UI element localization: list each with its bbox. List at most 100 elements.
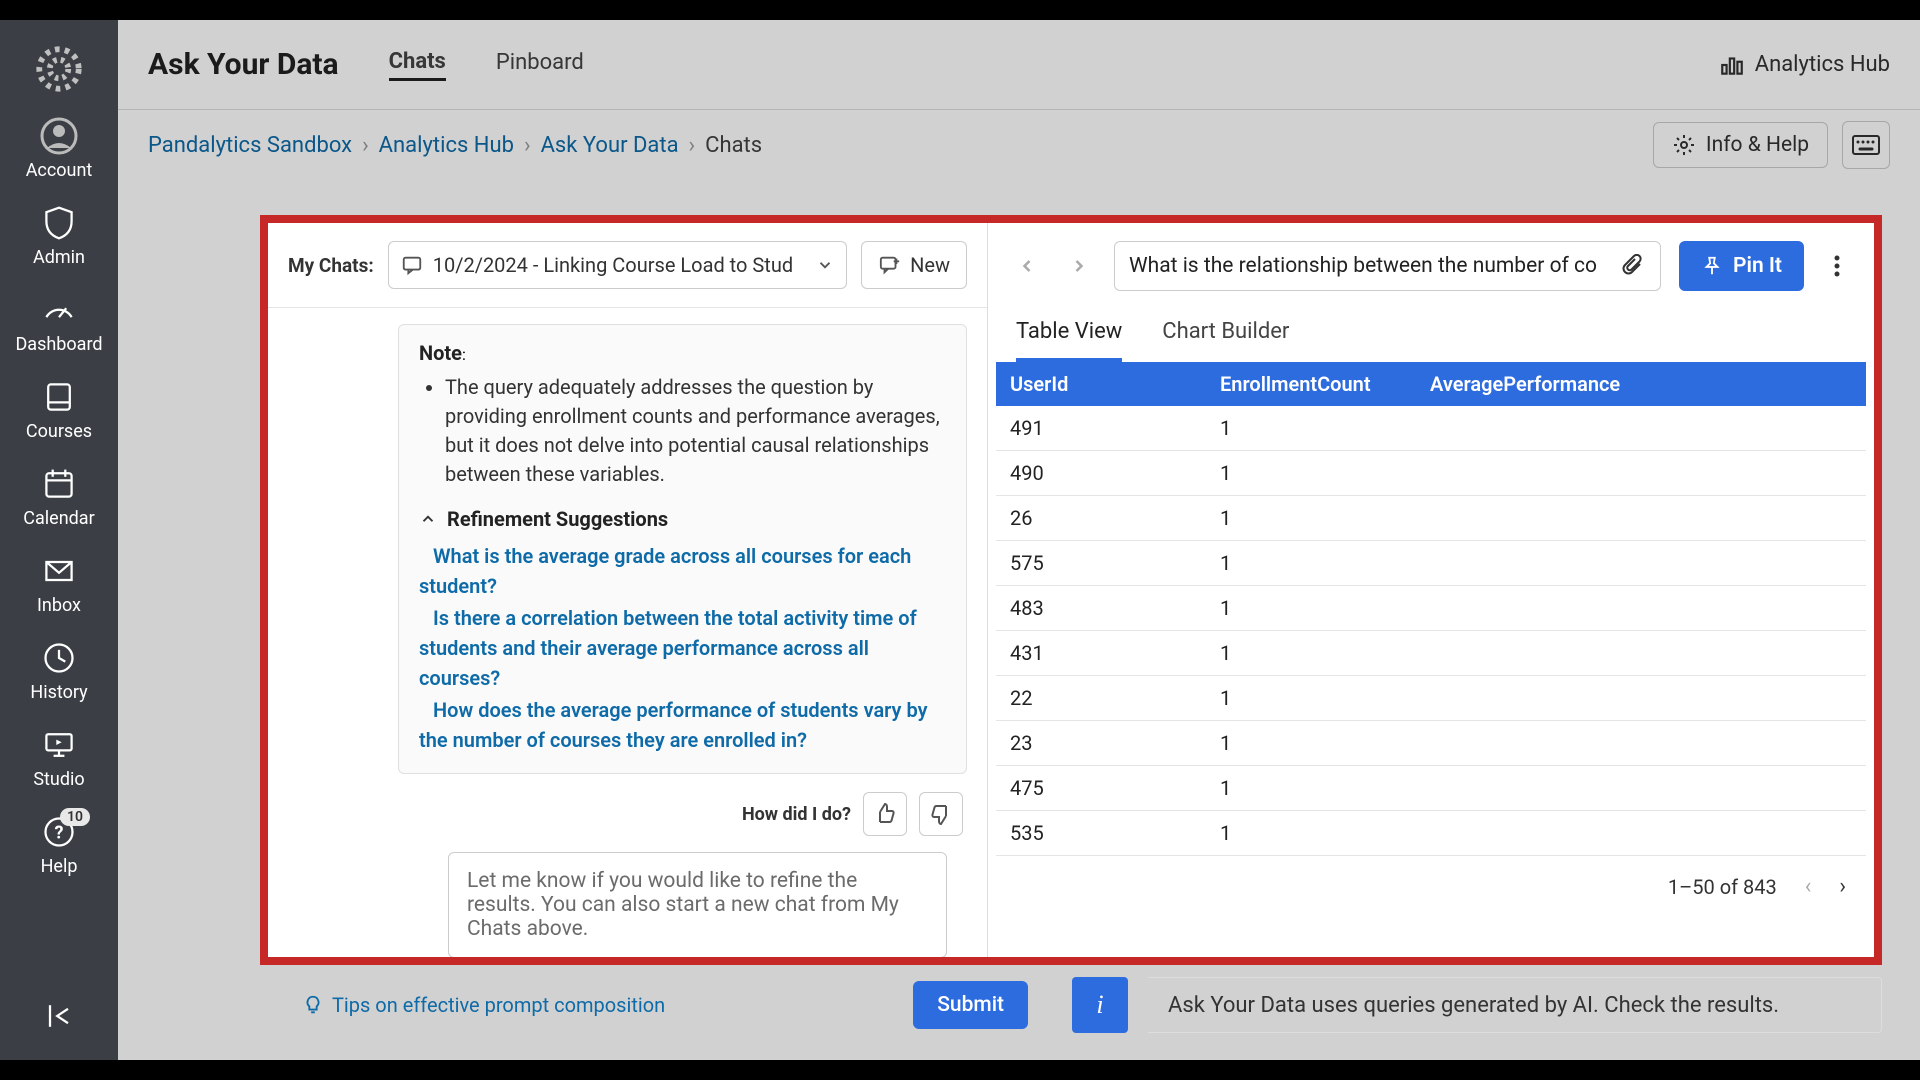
suggestion-link[interactable]: What is the average grade across all cou… bbox=[419, 541, 946, 601]
clock-icon bbox=[39, 638, 79, 678]
table-cell: 1 bbox=[1206, 811, 1416, 855]
table-cell: 1 bbox=[1206, 766, 1416, 810]
compose-input[interactable]: Let me know if you would like to refine … bbox=[448, 852, 947, 957]
chat-body: Note: The query adequately addresses the… bbox=[268, 308, 987, 957]
table-row[interactable]: 4901 bbox=[996, 451, 1866, 496]
table-cell: 1 bbox=[1206, 721, 1416, 765]
tips-label: Tips on effective prompt composition bbox=[332, 993, 665, 1017]
more-menu-button[interactable] bbox=[1822, 241, 1852, 291]
keyboard-button[interactable] bbox=[1842, 121, 1890, 169]
table-cell bbox=[1416, 766, 1866, 810]
table-cell: 23 bbox=[996, 721, 1206, 765]
nav-collapse[interactable] bbox=[0, 996, 118, 1040]
more-vertical-icon bbox=[1834, 254, 1840, 278]
table-cell bbox=[1416, 406, 1866, 450]
table-row[interactable]: 4831 bbox=[996, 586, 1866, 631]
page-next-button[interactable]: › bbox=[1839, 874, 1846, 899]
crumb-current: Chats bbox=[705, 133, 762, 158]
crumb-sandbox[interactable]: Pandalytics Sandbox bbox=[148, 133, 352, 158]
nav-inbox[interactable]: Inbox bbox=[0, 551, 118, 616]
tab-chart-builder[interactable]: Chart Builder bbox=[1162, 319, 1289, 362]
thumbs-up-icon bbox=[873, 802, 897, 826]
nav-account[interactable]: Account bbox=[0, 116, 118, 181]
calendar-icon bbox=[39, 464, 79, 504]
prev-result-button[interactable] bbox=[1010, 249, 1044, 283]
nav-studio[interactable]: Studio bbox=[0, 725, 118, 790]
query-text: What is the relationship between the num… bbox=[1129, 254, 1612, 278]
next-result-button[interactable] bbox=[1062, 249, 1096, 283]
table-cell: 483 bbox=[996, 586, 1206, 630]
keyboard-icon bbox=[1852, 135, 1880, 155]
breadcrumb: Pandalytics Sandbox › Analytics Hub › As… bbox=[148, 133, 762, 158]
submit-button[interactable]: Submit bbox=[913, 981, 1028, 1029]
book-icon bbox=[39, 377, 79, 417]
nav-dashboard[interactable]: Dashboard bbox=[0, 290, 118, 355]
suggestion-link[interactable]: How does the average performance of stud… bbox=[419, 695, 946, 755]
table-cell: 475 bbox=[996, 766, 1206, 810]
page-prev-button[interactable]: ‹ bbox=[1805, 874, 1812, 899]
table-row[interactable]: 221 bbox=[996, 676, 1866, 721]
shield-icon bbox=[39, 203, 79, 243]
feedback-label: How did I do? bbox=[742, 804, 851, 825]
col-header[interactable]: UserId bbox=[996, 362, 1206, 406]
col-header[interactable]: EnrollmentCount bbox=[1206, 362, 1416, 406]
monitor-icon bbox=[39, 725, 79, 765]
nav-calendar[interactable]: Calendar bbox=[0, 464, 118, 529]
tab-table-view[interactable]: Table View bbox=[1016, 319, 1122, 362]
info-help-button[interactable]: Info & Help bbox=[1653, 122, 1828, 168]
nav-history[interactable]: History bbox=[0, 638, 118, 703]
chat-pane: My Chats: 10/2/2024 - Linking Course Loa… bbox=[268, 223, 988, 957]
table-cell: 1 bbox=[1206, 496, 1416, 540]
tips-link[interactable]: Tips on effective prompt composition bbox=[302, 993, 665, 1017]
table-row[interactable]: 4751 bbox=[996, 766, 1866, 811]
col-header[interactable]: AveragePerformance bbox=[1416, 362, 1866, 406]
query-input[interactable]: What is the relationship between the num… bbox=[1114, 241, 1661, 291]
chat-icon bbox=[401, 254, 423, 276]
table-row[interactable]: 5351 bbox=[996, 811, 1866, 856]
breadcrumb-row: Pandalytics Sandbox › Analytics Hub › As… bbox=[118, 110, 1920, 180]
pin-it-button[interactable]: Pin It bbox=[1679, 241, 1804, 291]
page-range: 1–50 of 843 bbox=[1668, 875, 1777, 899]
attachment-icon bbox=[1622, 254, 1646, 278]
table-cell bbox=[1416, 451, 1866, 495]
table-cell: 535 bbox=[996, 811, 1206, 855]
nav-label: History bbox=[30, 682, 87, 703]
table-row[interactable]: 231 bbox=[996, 721, 1866, 766]
table-row[interactable]: 4311 bbox=[996, 631, 1866, 676]
chat-selector[interactable]: 10/2/2024 - Linking Course Load to Stud bbox=[388, 241, 847, 289]
info-help-label: Info & Help bbox=[1706, 133, 1809, 157]
nav-help[interactable]: 10 ? Help bbox=[0, 812, 118, 877]
nav-courses[interactable]: Courses bbox=[0, 377, 118, 442]
tab-pinboard[interactable]: Pinboard bbox=[496, 50, 584, 79]
analytics-hub-link[interactable]: Analytics Hub bbox=[1719, 52, 1890, 78]
table-cell bbox=[1416, 676, 1866, 720]
new-chat-button[interactable]: New bbox=[861, 241, 967, 289]
thumbs-down-button[interactable] bbox=[919, 792, 963, 836]
refinement-header[interactable]: Refinement Suggestions bbox=[419, 507, 946, 531]
nav-label: Courses bbox=[26, 421, 92, 442]
table-cell: 490 bbox=[996, 451, 1206, 495]
table-cell: 491 bbox=[996, 406, 1206, 450]
chevron-left-icon bbox=[1017, 256, 1037, 276]
table-cell: 1 bbox=[1206, 586, 1416, 630]
note-heading: Note bbox=[419, 341, 462, 365]
table-cell bbox=[1416, 631, 1866, 675]
table-row[interactable]: 4911 bbox=[996, 406, 1866, 451]
crumb-analytics-hub[interactable]: Analytics Hub bbox=[379, 133, 514, 158]
table-row[interactable]: 261 bbox=[996, 496, 1866, 541]
thumbs-up-button[interactable] bbox=[863, 792, 907, 836]
header-actions: Info & Help bbox=[1653, 121, 1890, 169]
chevron-right-icon: › bbox=[362, 133, 369, 158]
table-row[interactable]: 5751 bbox=[996, 541, 1866, 586]
info-icon: i bbox=[1072, 977, 1128, 1033]
table-cell bbox=[1416, 811, 1866, 855]
tab-chats[interactable]: Chats bbox=[389, 49, 446, 81]
chevron-up-icon bbox=[419, 510, 437, 528]
table-cell: 431 bbox=[996, 631, 1206, 675]
assistant-response: Note: The query adequately addresses the… bbox=[398, 324, 967, 774]
note-bullet: The query adequately addresses the quest… bbox=[445, 373, 946, 489]
crumb-ask-your-data[interactable]: Ask Your Data bbox=[541, 133, 679, 158]
nav-admin[interactable]: Admin bbox=[0, 203, 118, 268]
suggestion-link[interactable]: Is there a correlation between the total… bbox=[419, 603, 946, 693]
table-cell: 1 bbox=[1206, 631, 1416, 675]
